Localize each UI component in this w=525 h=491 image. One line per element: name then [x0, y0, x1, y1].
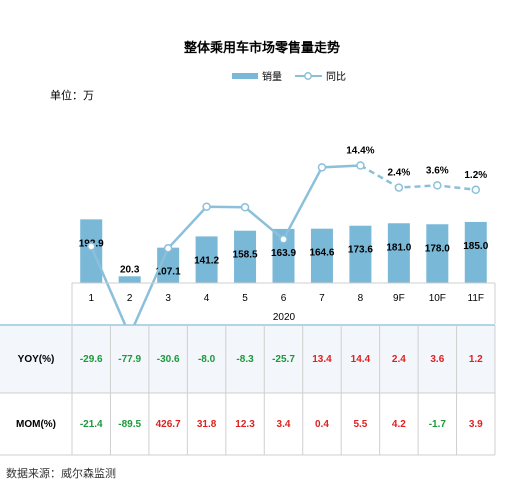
- bar-6: [272, 228, 295, 283]
- bar-label-3: 107.1: [156, 267, 181, 278]
- legend-line-label: 同比: [326, 71, 346, 83]
- cell-mom-8: 5.5: [353, 419, 367, 430]
- yoy-point-7: [317, 163, 327, 172]
- cell-yoy-3: -30.6: [157, 354, 180, 365]
- bar-10F: [426, 224, 449, 283]
- yoy-percent-labels: 14.4% 2.4% 3.6% 1.2%: [346, 146, 487, 181]
- bar-9F: [387, 223, 410, 283]
- yoy-row-background: [0, 325, 495, 393]
- cell-mom-2: -89.5: [118, 419, 141, 430]
- bar-3: [157, 247, 180, 283]
- cell-mom-11F: 3.9: [469, 419, 483, 430]
- cell-yoy-8: 14.4: [351, 354, 371, 365]
- tick-4: 4: [204, 293, 210, 304]
- cell-mom-9F: 4.2: [392, 419, 406, 430]
- cell-yoy-2: -77.9: [118, 354, 141, 365]
- table-column-lines: [71, 325, 496, 455]
- yoy-row-label: YOY(%): [18, 354, 55, 365]
- bar-label-11F: 185.0: [463, 241, 488, 252]
- cell-yoy-1: -29.6: [80, 354, 103, 365]
- legend-bar-label: 销量: [262, 70, 282, 83]
- tick-3: 3: [165, 293, 171, 304]
- cell-yoy-7: 13.4: [312, 354, 332, 365]
- cell-yoy-10F: 3.6: [430, 354, 444, 365]
- bar-4: [195, 236, 218, 283]
- yoy-label-9F: 2.4%: [387, 168, 410, 179]
- legend-bar-swatch: [232, 73, 258, 79]
- cell-mom-3: 426.7: [156, 419, 181, 430]
- cell-yoy-5: -8.3: [236, 354, 254, 365]
- legend-line-marker: [304, 72, 312, 80]
- tick-7: 7: [319, 293, 325, 304]
- yoy-label-11F: 1.2%: [464, 170, 487, 181]
- cell-mom-10F: -1.7: [429, 419, 447, 430]
- yoy-label-10F: 3.6%: [426, 165, 449, 176]
- table-cells: -29.6 -77.9 -30.6 -8.0 -8.3 -25.7 13.4 14.4 2.4 3…: [80, 354, 483, 430]
- tick-8: 8: [358, 293, 364, 304]
- bar-label-7: 164.6: [309, 248, 334, 259]
- year-label: 2020: [273, 312, 296, 323]
- bar-label-8: 173.6: [348, 245, 373, 256]
- cell-mom-1: -21.4: [80, 419, 103, 430]
- tick-5: 5: [242, 293, 248, 304]
- cell-yoy-9F: 2.4: [392, 354, 406, 365]
- bar-series: [80, 219, 487, 283]
- bar-5: [234, 230, 257, 283]
- cell-yoy-4: -8.0: [198, 354, 216, 365]
- unit-label: 单位：万: [50, 88, 94, 102]
- bar-11F: [464, 221, 487, 283]
- cell-yoy-6: -25.7: [272, 354, 295, 365]
- bar-8: [349, 225, 372, 283]
- bar-label-4: 141.2: [194, 255, 219, 266]
- yoy-point-4: [202, 202, 211, 211]
- chart-title: 整体乘用车市场零售量走势: [183, 40, 340, 55]
- tick-9F: 9F: [393, 293, 405, 304]
- yoy-line-dashed: [359, 164, 476, 192]
- tick-6: 6: [281, 293, 287, 304]
- legend: 销量 同比: [232, 70, 346, 83]
- tick-2: 2: [127, 293, 133, 304]
- bar-label-10F: 178.0: [425, 243, 450, 254]
- yoy-point-5: [240, 203, 250, 212]
- bar-label-6: 163.9: [271, 248, 296, 259]
- category-ticks: 1 2 3 4 5 6 7 8 9F 10F 11F: [88, 293, 484, 304]
- yoy-point-11F: [471, 185, 481, 195]
- yoy-line-series: [86, 161, 481, 340]
- bar-2: [118, 276, 141, 283]
- bar-1: [80, 219, 103, 283]
- cell-mom-5: 12.3: [235, 419, 255, 430]
- tick-10F: 10F: [429, 293, 446, 304]
- mom-row-label: MOM(%): [16, 419, 56, 430]
- yoy-point-10F: [433, 181, 442, 190]
- bar-label-5: 158.5: [233, 250, 258, 261]
- cell-mom-6: 3.4: [277, 419, 291, 430]
- category-axis: 1 2 3 4 5 6 7 8 9F 10F 11F 2020: [71, 282, 496, 324]
- cell-mom-7: 0.4: [315, 419, 329, 430]
- yoy-point-9F: [394, 183, 404, 192]
- bar-label-2: 20.3: [120, 264, 140, 275]
- yoy-point-8: [356, 161, 365, 170]
- tick-1: 1: [88, 293, 94, 304]
- yoy-line-solid: [90, 164, 361, 339]
- tick-11F: 11F: [468, 293, 485, 304]
- cell-yoy-11F: 1.2: [469, 354, 483, 365]
- bar-label-9F: 181.0: [386, 242, 411, 253]
- bar-7: [310, 228, 333, 283]
- data-table: YOY(%) MOM(%) -29.6 -77.9 -30.6 -8.0 -8.3 -25…: [0, 324, 496, 456]
- data-source: 数据来源：威尔森监测: [6, 466, 116, 480]
- yoy-point-1: [86, 242, 96, 251]
- yoy-label-8: 14.4%: [346, 146, 374, 157]
- yoy-point-6: [279, 235, 288, 244]
- yoy-point-3: [163, 244, 173, 253]
- cell-mom-4: 31.8: [197, 419, 217, 430]
